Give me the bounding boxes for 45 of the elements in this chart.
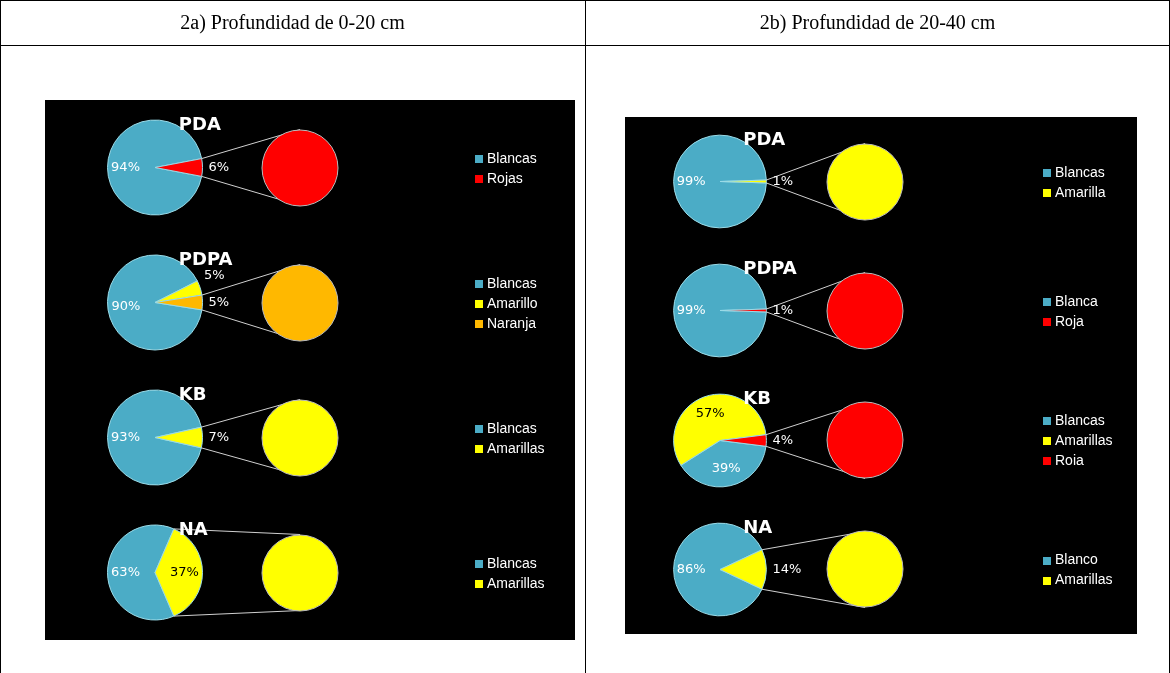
legend-label: Blancas xyxy=(1055,163,1105,180)
chart-title: KB xyxy=(178,383,207,404)
data-label: 37% xyxy=(170,563,199,579)
data-label: 7% xyxy=(208,428,230,444)
data-label: 99% xyxy=(676,302,706,318)
legend-label: Amarillas xyxy=(487,574,545,591)
chart-title: PDA xyxy=(743,128,786,150)
data-label: 5% xyxy=(204,266,225,282)
data-label: 94% xyxy=(111,158,140,174)
legend-label: Blanco xyxy=(1055,551,1098,568)
chart-title: PDPA xyxy=(178,248,233,269)
data-label: 6% xyxy=(208,158,230,174)
legend-label: Roia xyxy=(1055,452,1084,469)
chart-title: PDPA xyxy=(743,257,797,279)
legend-label: Blanca xyxy=(1055,292,1098,309)
legend-label: Blancas xyxy=(487,419,537,436)
legend-label: Blancas xyxy=(1055,412,1105,429)
data-label: 86% xyxy=(676,560,706,576)
data-label: 14% xyxy=(772,560,802,576)
chart-title: NA xyxy=(743,515,773,537)
legend-label: Naranja xyxy=(487,314,537,331)
data-label: 57% xyxy=(695,404,725,420)
data-label: 99% xyxy=(676,172,706,188)
legend-label: Amarilla xyxy=(1055,183,1106,200)
legend-label: Rojas xyxy=(487,169,523,186)
chart-title: PDA xyxy=(178,113,221,134)
data-label: 90% xyxy=(111,298,141,314)
legend-label: Blancas xyxy=(487,149,537,166)
legend-label: Amarillas xyxy=(1055,571,1113,588)
data-label: 93% xyxy=(111,428,140,444)
legend-label: Amarillas xyxy=(487,439,545,456)
legend-label: Amarillas xyxy=(1055,432,1113,449)
data-label: 39% xyxy=(711,459,741,475)
chart-subtitle: 2a) Profundidad de 0-20 cm xyxy=(179,10,406,36)
chart-title: KB xyxy=(743,386,771,408)
legend-label: Blancas xyxy=(487,274,537,291)
data-label: 63% xyxy=(111,563,140,579)
data-label: 1% xyxy=(772,302,793,318)
legend-label: Amarillo xyxy=(487,294,538,311)
legend-label: Blancas xyxy=(487,554,537,571)
chart-subtitle: 2b) Profundidad de 20-40 cm xyxy=(758,10,997,36)
data-label: 5% xyxy=(208,293,230,309)
data-label: 4% xyxy=(772,431,793,447)
legend-label: Roja xyxy=(1055,312,1084,329)
data-label: 1% xyxy=(772,172,793,188)
